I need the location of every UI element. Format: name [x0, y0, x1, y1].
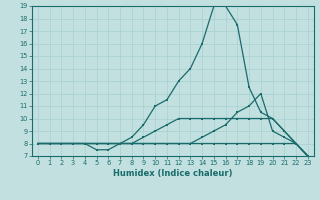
X-axis label: Humidex (Indice chaleur): Humidex (Indice chaleur) — [113, 169, 233, 178]
